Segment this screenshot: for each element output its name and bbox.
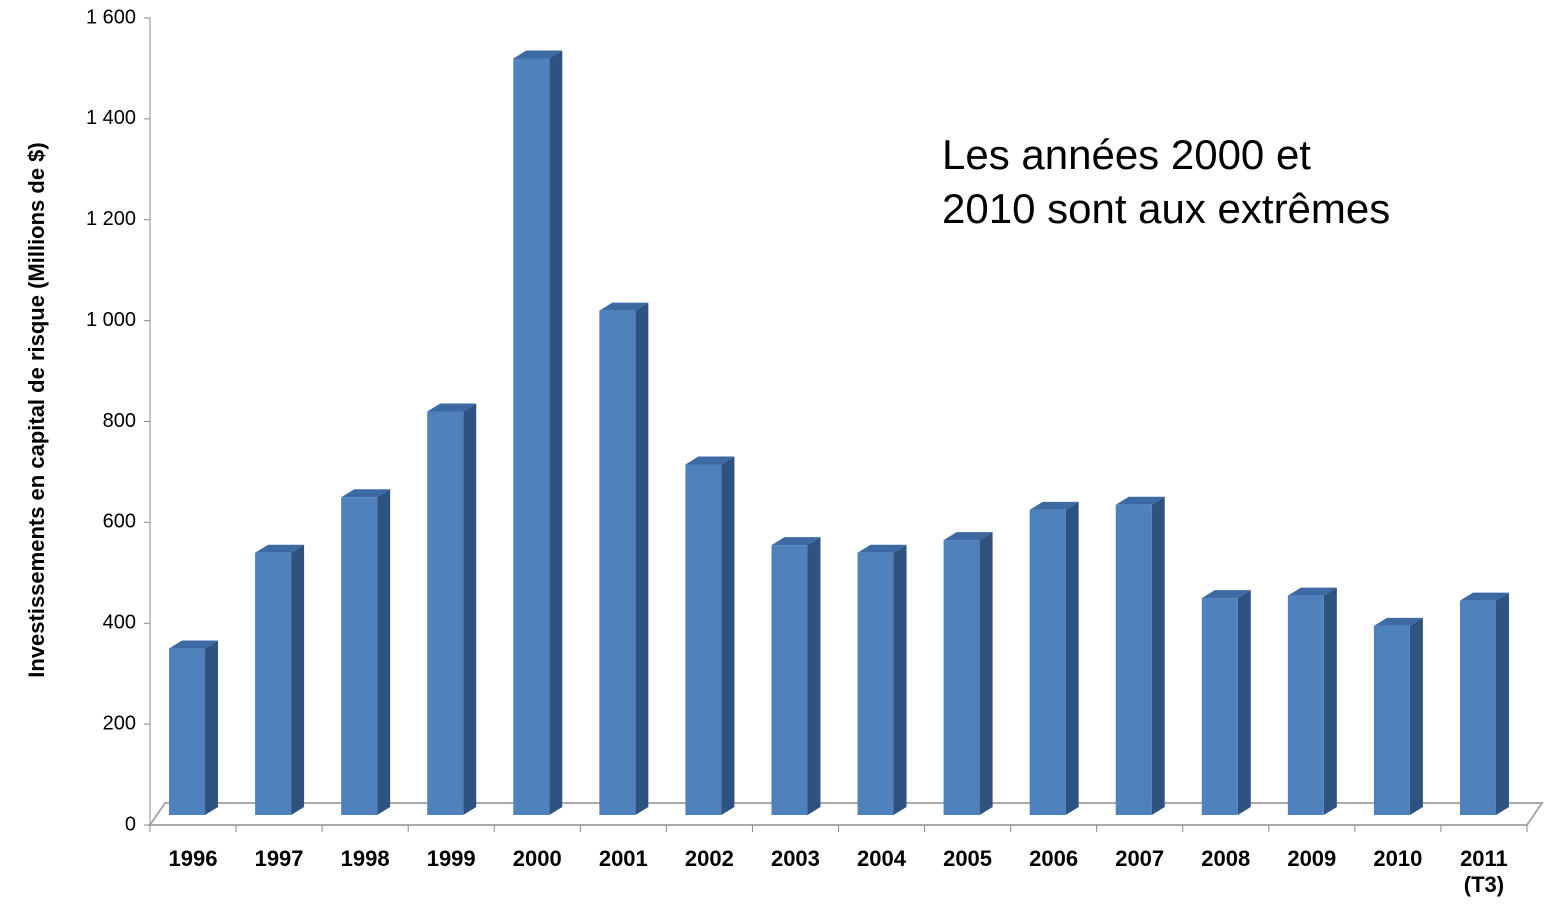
y-tick-label: 1 200 [86, 208, 136, 230]
x-tick-label: 2003 [770, 846, 820, 871]
y-axis-title: Investissements en capital de risque (Mi… [24, 142, 49, 678]
bar-top [1029, 501, 1079, 510]
bar-side [1323, 587, 1337, 815]
bar-side [1495, 592, 1509, 815]
x-tick-label: 2000 [512, 846, 562, 871]
bar-top [771, 537, 821, 546]
y-tick-label: 200 [103, 712, 136, 734]
bar-side [291, 544, 305, 815]
bar-side [205, 640, 219, 815]
bar [1373, 625, 1410, 815]
bar [513, 58, 550, 815]
bar-side [1065, 501, 1079, 815]
x-tick-label: 1997 [254, 846, 304, 871]
x-tick-label: 1998 [340, 846, 390, 871]
bar [169, 648, 206, 815]
bar [685, 464, 722, 815]
bar-top [255, 544, 305, 553]
floor [148, 802, 1544, 826]
bar-top [341, 489, 391, 498]
x-tick-label: 2010 [1373, 846, 1423, 871]
y-tick-label: 0 [125, 813, 136, 835]
bar-top [1115, 496, 1165, 505]
bar-top [857, 544, 907, 553]
x-tick-label: 2001 [598, 846, 648, 871]
bar-side [979, 532, 993, 815]
bar [1287, 595, 1324, 815]
bar [599, 310, 636, 815]
bar-top [1373, 617, 1423, 626]
bar-side [1151, 496, 1165, 815]
y-tick-label: 1 000 [86, 309, 136, 331]
bar-side [377, 489, 391, 815]
bar-side [893, 544, 907, 815]
y-tick-label: 1 400 [86, 107, 136, 129]
bar [1029, 509, 1066, 815]
bar [341, 497, 378, 815]
bar [771, 545, 808, 815]
bar-top [943, 532, 993, 541]
bar-side [549, 50, 563, 815]
bar-top [427, 403, 477, 412]
bar-top [1459, 592, 1509, 601]
bar-side [635, 302, 649, 815]
x-tick-label: 1996 [168, 846, 218, 871]
bar [943, 540, 980, 815]
y-tick-label: 400 [103, 612, 136, 634]
x-tick-label: 2007 [1115, 846, 1165, 871]
bar-side [463, 403, 477, 815]
x-tick-label: 2002 [684, 846, 734, 871]
bar-top [1287, 587, 1337, 596]
bar-top [513, 50, 563, 59]
bar [255, 552, 292, 815]
x-tick-label: 2009 [1287, 846, 1337, 871]
y-tick-label: 1 600 [86, 6, 136, 28]
bar [1459, 600, 1496, 815]
bar [427, 411, 464, 815]
x-tick-label: 2011 (T3) [1460, 846, 1508, 897]
annotation: Les années 2000 et 2010 sont aux extrême… [942, 131, 1391, 232]
x-tick-label: 1999 [426, 846, 476, 871]
bar-top [599, 302, 649, 311]
bar [1201, 598, 1238, 815]
x-tick-label: 2008 [1201, 846, 1251, 871]
y-tick-label: 600 [103, 511, 136, 533]
x-tick-label: 2005 [943, 846, 993, 871]
bar-top [169, 640, 219, 649]
bar-top [1201, 590, 1251, 599]
bar [1115, 504, 1152, 815]
bar-side [1237, 590, 1251, 815]
bar-side [807, 537, 821, 815]
x-tick-label: 2004 [857, 846, 906, 871]
bar [857, 552, 894, 815]
x-tick-label: 2006 [1029, 846, 1079, 871]
bar-top [685, 456, 735, 465]
bar-side [1409, 617, 1423, 815]
y-tick-label: 800 [103, 410, 136, 432]
bar-side [721, 456, 735, 815]
